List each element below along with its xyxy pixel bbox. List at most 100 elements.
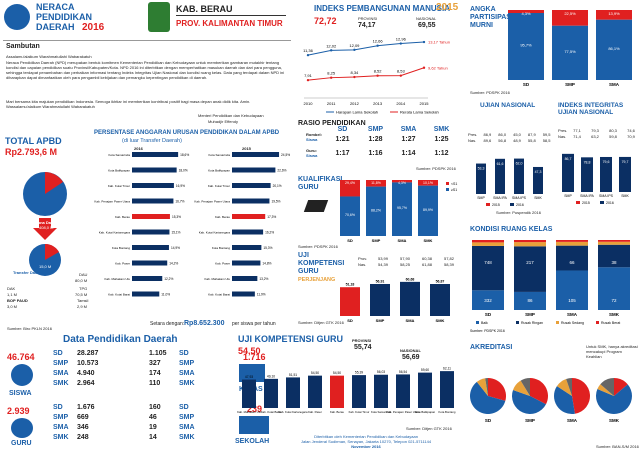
- iiun-bar-label: 78,8: [584, 160, 591, 164]
- un-nas-label: Nas.: [468, 138, 477, 143]
- dpd-level: SMA: [179, 370, 195, 377]
- iiun-legend-swatch-2015: [576, 201, 580, 204]
- anggaran-2015-bar: [232, 229, 264, 235]
- ukg-nas-value: 61,88: [421, 262, 432, 267]
- anggaran-2015-value-label: 15,3%: [263, 246, 272, 250]
- kondisi-label-bottom: 105: [568, 298, 576, 303]
- ipm-legend-1: Harapan Lama Sekolah: [336, 110, 378, 115]
- sambutan-title: Sambutan: [6, 43, 40, 50]
- dpd-level: SMP: [53, 414, 69, 421]
- siswa-total: 46.764: [7, 352, 35, 362]
- prov-name: PROV. KALIMANTAN TIMUR: [176, 19, 283, 28]
- bop-value: 3,0 M: [7, 304, 18, 309]
- anggaran-2016-bar: [132, 245, 169, 250]
- dpd-value: 14: [149, 434, 157, 441]
- un-pres-value: 59,5: [542, 132, 551, 137]
- anggaran-2016-region-label: Kab. Kutai Barat: [108, 293, 130, 297]
- kualifikasi-bar-low: [392, 180, 412, 183]
- apm-label-sisa: 22,5%: [564, 11, 576, 16]
- ipm-point: [353, 48, 356, 52]
- apm-label-apm: 86,1%: [608, 46, 620, 51]
- rasio-grid: SD SMP SMA SMK 1:21 1:28 1:27 1:25 1:17 1:16 1:14 1…: [326, 126, 458, 166]
- dpd-value: 28.287: [77, 350, 99, 357]
- ukg2-category: Kab. Kutai Timur: [349, 410, 370, 414]
- ukg-nas-value: 58,39: [443, 262, 454, 267]
- ipm-point-label: 11,36: [303, 48, 313, 53]
- iiun-category: SMP: [564, 194, 572, 198]
- sekolah-icon: [239, 416, 269, 434]
- dpd-level: SMA: [179, 424, 195, 431]
- kualifikasi-category: SMA: [398, 238, 407, 243]
- ukg-title-3: GURU: [298, 268, 319, 275]
- dpd-level: SMK: [179, 380, 195, 387]
- kualifikasi-bar-low: [340, 180, 360, 197]
- apbd-big-label: Dana Daerah: [35, 220, 60, 225]
- dpd-level: SMK: [53, 380, 69, 387]
- sambutan-closing: Mari bersama kita majukan pendidikan Ind…: [6, 99, 251, 109]
- sekolah-total: 239: [247, 404, 263, 414]
- un-nas-value: 48,9: [513, 138, 521, 143]
- ukg2-nas-label: NASIONAL: [400, 348, 421, 353]
- akreditasi-slice: [600, 378, 614, 396]
- anggaran-2016-value-label: 15,1%: [171, 231, 180, 235]
- ipm-year: 2015: [436, 2, 459, 13]
- ukg2-bar: [308, 375, 322, 408]
- sekolah-row: 14 SMK: [149, 434, 229, 441]
- ukg2-bar: [330, 375, 344, 408]
- un-category: SMA IPS: [512, 196, 527, 200]
- ukg-title-1: UJI: [298, 252, 309, 259]
- anggaran-2015-region-label: Kab. Kutai Timur: [208, 184, 230, 188]
- apbd-pie: [23, 172, 67, 276]
- iiun-bar: [562, 153, 574, 192]
- anggaran-2016-bar: [132, 276, 163, 281]
- anggaran-2015-region-label: Kab. Berau: [215, 215, 230, 219]
- ukg-sub: PERJENJANG: [298, 277, 336, 283]
- kondisi-label-bottom: 332: [484, 298, 492, 303]
- apbd-value: Rp2.793,6 M: [5, 147, 58, 157]
- akreditasi-slice: [596, 384, 632, 414]
- apm-panel: ANGKA PARTISIPASI MURNI 4,3% 95,7% SD 22,5%…: [466, 2, 638, 100]
- kualifikasi-label-low: 11,8%: [371, 181, 381, 185]
- sekolah-row: 160 SD: [149, 404, 229, 411]
- ipm-nas-label: NASIONAL: [416, 16, 437, 21]
- kelas-row: 1.105 SD: [149, 350, 229, 357]
- dpd-value: 19: [149, 424, 157, 431]
- dpd-value: 1.676: [77, 404, 95, 411]
- akreditasi-panel: AKREDITASI Untuk SMK, hanya akreditasi m…: [466, 342, 640, 450]
- un-category: SMP: [477, 196, 485, 200]
- apm-label-apm: 95,7%: [520, 43, 532, 48]
- anggaran-2016-region-label: Kota Samarinda: [108, 153, 130, 157]
- header-title-1: NERACA: [36, 2, 75, 12]
- un-nas-value: 58,5: [542, 138, 551, 143]
- un-pres-value: 45,0: [513, 132, 521, 137]
- kondisi-legend-swatch: [596, 321, 599, 324]
- ipm-x-tick: 2015: [420, 101, 430, 106]
- ukg2-source: Sumber: Ditjen GTK 2016: [406, 426, 452, 431]
- ipm-chart: 2010 2011 2012 2013 2014 2015 11,36 12,02 12,09 1…: [303, 37, 450, 115]
- dpd-level: SD: [53, 404, 63, 411]
- ukg2-prov-label: PROVINSI: [352, 338, 372, 343]
- kondisi-bar-segment: [556, 241, 588, 246]
- kelas-row: 174 SMA: [149, 370, 229, 377]
- iiun-nas-value: 71,4: [573, 134, 581, 139]
- iiun-bar: [581, 157, 593, 192]
- sambutan-greeting: Assalamu'alaikum Warahmatullahi Wabaraka…: [6, 54, 92, 59]
- ipm-point: [376, 74, 379, 77]
- un-chart: 53,3 SMP 61,6 SMA IPA 62,0 SMA IPS 47,3 SMK 2015…: [476, 158, 543, 207]
- kondisi-bar-segment: [472, 240, 504, 243]
- rasio-header: SD: [337, 126, 348, 133]
- un-nas-value: 89,6: [483, 138, 492, 143]
- apbd-pie-big-slice: [45, 172, 63, 194]
- kondisi-bar-segment: [556, 240, 588, 242]
- ukg-bar-label: 60,68: [406, 277, 415, 281]
- ukg2-bar: [352, 375, 366, 408]
- kondisi-legend-label: Rusak Berat: [601, 321, 620, 325]
- kondisi-bar-segment: [514, 242, 546, 247]
- un-bar-label: 47,3: [535, 170, 542, 174]
- ipm-point: [306, 78, 310, 82]
- guru-label: GURU: [11, 440, 32, 447]
- kualifikasi-label-low: 10,1%: [423, 181, 433, 185]
- un-pres-value: 86,9: [483, 132, 492, 137]
- header-title-2: PENDIDIKAN: [36, 12, 93, 22]
- ukg2-category: Kab. Paser: [308, 410, 322, 414]
